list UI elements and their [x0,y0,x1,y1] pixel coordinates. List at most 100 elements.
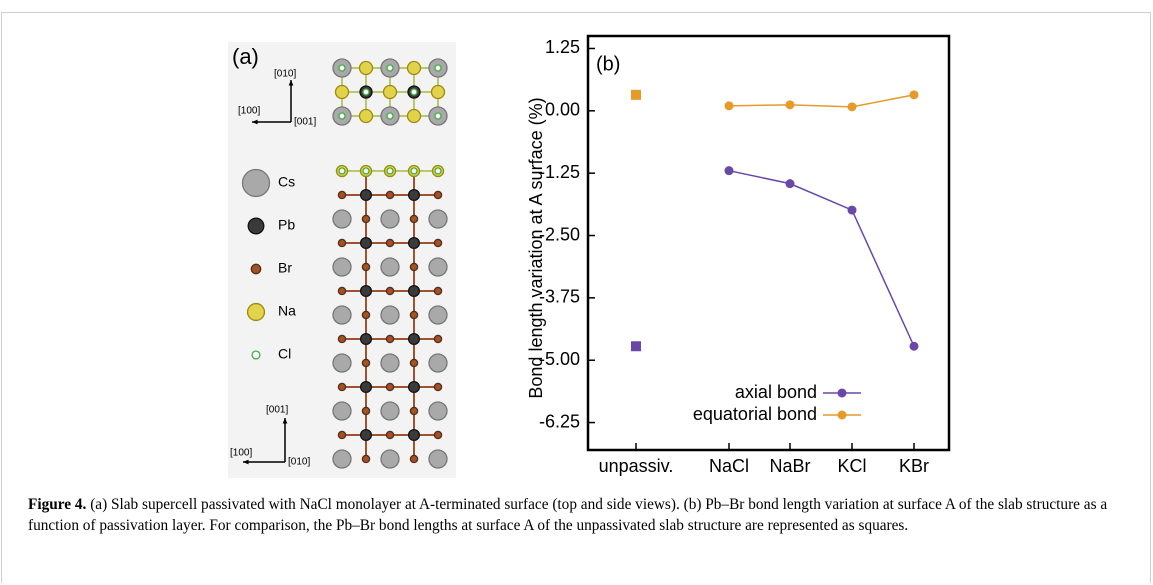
atom [380,257,400,277]
atom [409,454,419,464]
atom [428,353,448,373]
caption-label: Figure 4. [28,496,87,513]
atom [385,286,395,296]
panel-label: (b) [596,53,620,75]
panel-label: (a) [232,44,259,69]
atom [428,209,448,229]
x-tick-label: NaBr [769,456,810,476]
atom [433,190,443,200]
atom [385,238,395,248]
point-marker [847,205,857,215]
legend-label: axial bond [735,382,817,402]
atom [385,382,395,392]
atom [359,380,373,394]
x-tick-label: unpassiv. [599,456,674,476]
atom [428,401,448,421]
atom [359,188,373,202]
atom [380,401,400,421]
atom [337,286,347,296]
atom [407,236,421,250]
atom [434,167,442,175]
figure-frame [1,12,1151,583]
atom [332,449,352,469]
atom [247,217,265,235]
atom [380,449,400,469]
point-marker [909,341,919,351]
atom [410,167,418,175]
legend-marker [837,410,847,420]
atom [361,406,371,416]
atom [385,430,395,440]
atom [361,262,371,272]
atom [409,262,419,272]
atom [434,112,442,120]
atom [332,305,352,325]
atom [433,430,443,440]
atom [380,353,400,373]
atom [337,238,347,248]
legend-label: Pb [278,217,295,233]
unpassivated-marker [631,89,641,100]
y-tick-label: 1.25 [545,37,580,57]
atom [409,358,419,368]
caption: Figure 4. (a) Slab supercell passivated … [28,494,1133,536]
atom [407,284,421,298]
y-tick-label: -1.25 [539,162,580,182]
atom [334,84,350,100]
atom [332,353,352,373]
atom [362,167,370,175]
y-tick-label: 0.00 [545,100,580,120]
atom [251,350,261,360]
atom [361,454,371,464]
atom [407,332,421,346]
x-tick-label: KBr [899,456,929,476]
legend-label: equatorial bond [693,404,817,424]
atom [359,236,373,250]
atom [337,430,347,440]
atom [358,108,374,124]
atom [430,84,446,100]
atom [428,305,448,325]
y-tick-label: -3.75 [539,287,580,307]
arrow-head [288,80,294,86]
atom [407,428,421,442]
atom [434,64,442,72]
atom [409,406,419,416]
unpassivated-marker [631,341,641,352]
atom [406,108,422,124]
legend-label: Cs [278,174,295,190]
legend-label: Br [278,260,292,276]
y-tick-label: -2.50 [539,224,580,244]
atom [409,310,419,320]
arrow-head [252,119,258,125]
atom [359,284,373,298]
atom [361,310,371,320]
atom [409,214,419,224]
y-axis-label: Bond length variation at A surface (%) [526,97,546,398]
atom [359,428,373,442]
atom [380,209,400,229]
atom [250,263,262,275]
atom [246,302,266,322]
atom [382,84,398,100]
atom [433,382,443,392]
figure: (a) [010][100][001]CsPbBrNaCl[001][100][… [228,34,951,478]
atom [433,334,443,344]
atom [407,380,421,394]
y-tick-label: -5.00 [539,349,580,369]
legend-marker [837,388,847,398]
atom [380,305,400,325]
atom [332,401,352,421]
y-tick-label: -6.25 [539,411,580,431]
atom [337,382,347,392]
x-tick-label: NaCl [709,456,749,476]
atom [359,332,373,346]
legend-label: Na [278,303,296,319]
atom [428,257,448,277]
axis-label: [010] [274,69,296,80]
atom [407,188,421,202]
atom [332,257,352,277]
atom [385,334,395,344]
arrow-head [243,459,249,465]
axis-label: [010] [288,457,310,468]
